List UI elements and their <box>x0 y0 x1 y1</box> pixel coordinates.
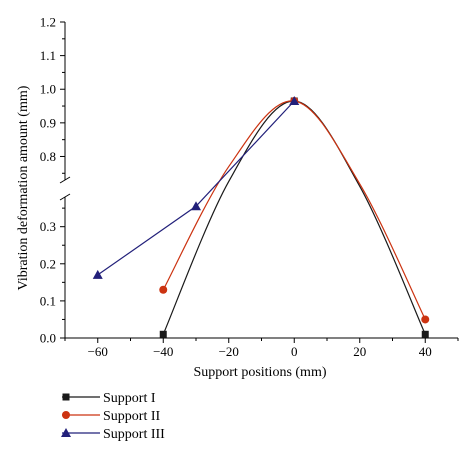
y-tick-label: 0.9 <box>40 115 56 130</box>
legend-label: Support II <box>103 409 161 424</box>
legend-label: Support III <box>103 427 165 442</box>
y-tick-label: 0.0 <box>40 331 56 346</box>
legend-item-support-ii: Support II <box>62 409 161 424</box>
series-line <box>162 100 426 335</box>
x-tick-label: −40 <box>153 344 173 359</box>
series-support-iii <box>92 96 300 279</box>
data-point <box>92 269 103 279</box>
y-tick-label: 1.0 <box>40 82 56 97</box>
x-axis-label: Support positions (mm) <box>193 365 326 380</box>
series-line <box>162 100 426 320</box>
y-tick-label: 0.1 <box>40 293 56 308</box>
y-tick-label: 0.8 <box>40 149 56 164</box>
y-axis-label: Vibration deformation amount (mm) <box>16 85 31 290</box>
y-tick-label: 1.1 <box>40 48 56 63</box>
x-tick-label: 20 <box>353 344 366 359</box>
data-point <box>159 285 168 294</box>
legend-item-support-iii: Support III <box>61 427 165 442</box>
axis-break-mark <box>59 176 71 184</box>
data-point <box>289 96 300 105</box>
x-tick-label: −60 <box>88 344 108 359</box>
data-point <box>159 330 167 338</box>
legend: Support I Support II Support III <box>61 391 165 442</box>
y-tick-label: 0.3 <box>40 219 56 234</box>
y-tick-label: 0.2 <box>40 256 56 271</box>
series-line <box>97 100 295 276</box>
data-point <box>191 201 201 211</box>
legend-label: Support I <box>103 391 156 406</box>
x-tick-label: 0 <box>291 344 298 359</box>
series-layer <box>92 96 430 338</box>
x-tick-label: 40 <box>419 344 432 359</box>
legend-marker <box>61 428 71 437</box>
data-point <box>421 330 429 338</box>
data-point <box>421 315 430 324</box>
axis-break-mark <box>59 193 71 201</box>
legend-marker <box>62 411 70 419</box>
legend-marker <box>62 393 70 401</box>
y-tick-label: 1.2 <box>40 15 56 30</box>
axes: −60 −40 −20 0 20 40 0.0 0.1 0.2 0.3 0.8 0.9 1.0 1.1 1.… <box>40 15 459 359</box>
x-tick-label: −20 <box>219 344 239 359</box>
legend-item-support-i: Support I <box>62 391 156 406</box>
